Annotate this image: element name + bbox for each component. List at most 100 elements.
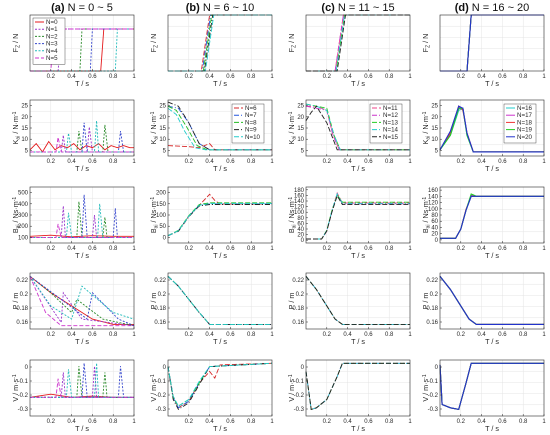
y-tick-label: 15: [297, 126, 304, 132]
x-tick-label: 0.4: [477, 246, 486, 252]
x-tick-label: 0.2: [457, 74, 466, 80]
y-tick-label: 200: [18, 224, 29, 230]
series-line-N=5: [30, 137, 134, 153]
x-tick-label: 0.2: [47, 332, 56, 338]
y-tick-label: -0.3: [428, 407, 439, 413]
y-tick-label: -0.1: [428, 379, 439, 385]
x-tick-label: 0.8: [109, 159, 118, 165]
x-tick-label: 0.8: [247, 246, 256, 252]
series-line-N=20: [440, 195, 544, 239]
y-tick-label: 5: [301, 148, 305, 154]
x-tick-label: 0.4: [67, 332, 76, 338]
x-tick-label: 1: [542, 74, 546, 80]
series-line-N=4: [30, 120, 134, 153]
x-tick-label: 0.6: [498, 246, 507, 252]
y-tick-label: 160: [428, 188, 439, 194]
legend-label: N=8: [245, 119, 257, 126]
y-tick-label: 100: [294, 210, 305, 216]
y-tick-label: 0.16: [154, 320, 166, 326]
y-axis-label: Bai / Ns·m-1: [287, 197, 298, 234]
y-tick-label: 0.18: [426, 306, 438, 312]
x-tick-label: 0.4: [205, 332, 214, 338]
panel-v-c: 0.2 0.4 0.6 0.8 1 T / s -0.3 -0.2 -0.1 0 V / m·s-1: [287, 359, 412, 433]
legend-label: N=9: [245, 127, 257, 134]
x-tick-label: 0.4: [67, 74, 76, 80]
y-tick-label: 0.16: [16, 320, 28, 326]
x-tick-label: 0.4: [343, 159, 352, 165]
y-tick-label: 20: [297, 233, 304, 239]
x-tick-label: 0.6: [226, 246, 235, 252]
x-tick-label: 1: [408, 74, 412, 80]
legend-label: N=2: [46, 33, 58, 40]
x-tick-label: 0.6: [226, 74, 235, 80]
series-line-N=10: [167, 275, 272, 325]
x-tick-label: 1: [270, 159, 274, 165]
x-axis-label: T / s: [351, 164, 365, 173]
y-tick-label: 80: [431, 213, 438, 219]
y-tick-label: 15: [21, 126, 28, 132]
series-line-N=10: [167, 107, 272, 151]
x-tick-label: 0.8: [109, 419, 118, 425]
y-tick-label: 200: [156, 191, 167, 197]
x-tick-label: 1: [132, 332, 136, 338]
y-tick-label: 0.2: [158, 292, 167, 298]
x-tick-label: 0.8: [385, 332, 394, 338]
series-line-N=1: [30, 205, 134, 238]
legend-label: N=18: [517, 119, 533, 126]
y-tick-label: -0.2: [156, 393, 167, 399]
y-axis-label: FZ / N: [149, 34, 160, 53]
y-tick-label: 20: [431, 232, 438, 238]
y-tick-label: 140: [428, 194, 439, 200]
legend-c: N=11N=12N=13N=14N=15: [369, 103, 403, 144]
x-tick-label: 0.4: [343, 419, 352, 425]
legend-label: N=3: [46, 41, 58, 48]
legend-label: N=14: [383, 127, 399, 134]
x-axis-label: T / s: [75, 424, 89, 433]
x-axis-label: T / s: [485, 164, 499, 173]
x-axis-label: T / s: [213, 164, 227, 173]
x-tick-label: 0.8: [519, 246, 528, 252]
x-tick-label: 0.6: [364, 419, 373, 425]
y-axis-label: Kai / N·m-1: [11, 111, 22, 144]
x-axis-label: T / s: [75, 251, 89, 260]
series-line-N=15: [305, 105, 410, 151]
series-line-N=14: [306, 192, 410, 240]
panel-v-b: 0.2 0.4 0.6 0.8 1 T / s -0.3 -0.2 -0.1 0 V / m·s-1: [149, 359, 274, 433]
x-tick-label: 0.2: [457, 419, 466, 425]
x-tick-label: 1: [132, 159, 136, 165]
y-tick-label: 40: [431, 225, 438, 231]
x-tick-label: 0.4: [477, 159, 486, 165]
y-axis-label: P / m: [11, 293, 20, 310]
series-line-N=5: [30, 378, 134, 398]
panel-b-c: 0.2 0.4 0.6 0.8 1 T / s 0204060801001201401601…: [287, 186, 412, 260]
x-tick-label: 1: [132, 419, 136, 425]
x-tick-label: 0.4: [343, 246, 352, 252]
x-tick-label: 0.6: [364, 332, 373, 338]
series-line-N=2: [30, 201, 134, 238]
x-tick-label: 0.2: [185, 159, 194, 165]
y-tick-label: 500: [18, 191, 29, 197]
series-line-N=5: [30, 28, 134, 72]
x-axis-label: T / s: [75, 164, 89, 173]
legend-label: N=1: [46, 26, 58, 33]
x-tick-label: 1: [132, 246, 136, 252]
legend-b: N=6N=7N=8N=9N=10: [231, 103, 265, 144]
y-axis-label: Kai / N·m-1: [287, 111, 298, 144]
y-tick-label: -0.3: [294, 407, 305, 413]
x-tick-label: 0.6: [226, 332, 235, 338]
x-axis-label: T / s: [213, 424, 227, 433]
legend-label: N=11: [383, 105, 398, 112]
y-tick-label: 10: [21, 137, 28, 143]
x-tick-label: 0.8: [385, 419, 394, 425]
y-tick-label: 20: [21, 115, 28, 121]
y-axis-label: FZ / N: [421, 34, 432, 53]
x-axis-label: T / s: [351, 337, 365, 346]
series-line-N=14: [305, 103, 410, 151]
y-tick-label: 120: [428, 201, 439, 207]
x-tick-label: 0.2: [457, 246, 466, 252]
y-axis-label: Bai / Ns·m-1: [149, 197, 160, 234]
y-tick-label: 5: [163, 148, 167, 154]
x-tick-label: 0.8: [519, 419, 528, 425]
